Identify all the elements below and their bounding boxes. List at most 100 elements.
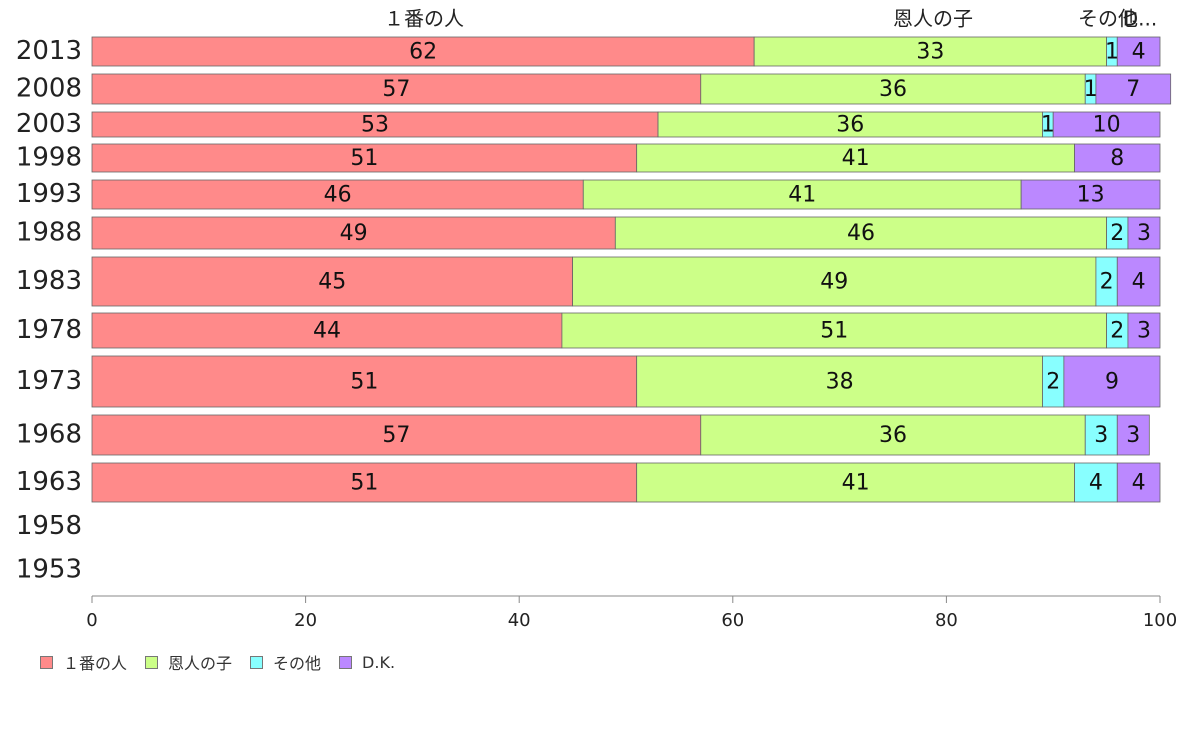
- category-label: 1963: [16, 467, 82, 497]
- data-label: 41: [788, 183, 816, 208]
- bar-segment: [1116, 256, 1161, 307]
- data-label: 33: [916, 40, 944, 65]
- bar-segment: [91, 216, 616, 250]
- category-label: 1983: [16, 266, 82, 296]
- x-tick-label: 60: [721, 610, 744, 631]
- data-label: 4: [1089, 471, 1103, 496]
- data-label: 2: [1100, 270, 1114, 295]
- bar-segment: [1116, 36, 1161, 67]
- bar-segment: [91, 355, 638, 408]
- data-label: 3: [1126, 423, 1140, 448]
- data-label: 7: [1126, 77, 1140, 102]
- legend-item-2: 恩人の子: [145, 650, 232, 674]
- data-label: 4: [1132, 270, 1146, 295]
- bar-segment: [700, 73, 1086, 105]
- bar-segment: [1084, 414, 1118, 456]
- top-series-label: D...: [1123, 7, 1157, 31]
- bar-segment: [91, 462, 638, 503]
- bar-segment: [753, 36, 1107, 67]
- bar-segment: [91, 256, 574, 307]
- data-label: 57: [382, 77, 410, 102]
- data-label: 51: [820, 319, 848, 344]
- data-label: 3: [1137, 319, 1151, 344]
- data-label: 1: [1041, 113, 1055, 138]
- data-label: 51: [350, 471, 378, 496]
- legend-item-1: １番の人: [40, 650, 127, 674]
- data-label: 41: [842, 146, 870, 171]
- data-label: 46: [847, 221, 875, 246]
- bar-segment: [572, 256, 1097, 307]
- data-label: 1: [1084, 77, 1098, 102]
- legend-label-3: その他: [273, 654, 322, 673]
- bar-segment: [561, 312, 1107, 349]
- legend-item-3: その他: [250, 650, 321, 674]
- data-label: 36: [879, 77, 907, 102]
- data-label: 51: [350, 146, 378, 171]
- data-label: 49: [820, 270, 848, 295]
- category-label: 1968: [16, 420, 82, 450]
- data-label: 2: [1110, 221, 1124, 246]
- data-label: 4: [1132, 40, 1146, 65]
- bar-segment: [91, 111, 659, 138]
- data-label: 2: [1046, 370, 1060, 395]
- data-label: 36: [879, 423, 907, 448]
- data-label: 44: [313, 319, 341, 344]
- bar-segment: [1074, 143, 1161, 173]
- bar-segment: [1020, 179, 1161, 210]
- data-label: 51: [350, 370, 378, 395]
- bar-segment: [657, 111, 1043, 138]
- category-label: 1998: [16, 143, 82, 173]
- data-label: 8: [1110, 146, 1124, 171]
- bar-segment: [91, 179, 584, 210]
- x-tick-label: 40: [508, 610, 531, 631]
- category-label: 1993: [16, 179, 82, 209]
- category-label: 1973: [16, 366, 82, 396]
- data-label: 4: [1132, 471, 1146, 496]
- bar-segment: [636, 462, 1075, 503]
- legend-item-4: D.K.: [339, 653, 395, 672]
- bar-segment: [636, 143, 1075, 173]
- data-label: 9: [1105, 370, 1119, 395]
- top-series-label: その他: [1078, 7, 1138, 31]
- data-label: 45: [318, 270, 346, 295]
- category-label: 2013: [16, 36, 82, 66]
- bar-segment: [1063, 355, 1161, 408]
- bar-segment: [1127, 216, 1161, 250]
- bar-segment: [1052, 111, 1161, 138]
- data-label: 2: [1110, 319, 1124, 344]
- bar-segment: [91, 414, 702, 456]
- data-label: 10: [1093, 113, 1121, 138]
- data-label: 38: [826, 370, 854, 395]
- legend-label-2: 恩人の子: [168, 654, 233, 673]
- top-series-label: 恩人の子: [893, 7, 973, 31]
- bar-segment: [1095, 73, 1172, 105]
- bar-segment: [582, 179, 1022, 210]
- data-label: 3: [1137, 221, 1151, 246]
- bar-segment: [636, 355, 1043, 408]
- legend-swatch-1: [40, 655, 53, 669]
- category-label: 1978: [16, 315, 82, 345]
- legend-label-4: D.K.: [362, 652, 396, 672]
- bar-segment: [1074, 462, 1118, 503]
- bar-segment: [1127, 312, 1161, 349]
- data-label: 57: [382, 423, 410, 448]
- category-label: 1958: [16, 511, 82, 541]
- x-tick-label: 0: [86, 610, 97, 631]
- bar-segment: [700, 414, 1086, 456]
- data-label: 62: [409, 40, 437, 65]
- category-label: 2003: [16, 109, 82, 139]
- x-tick-label: 20: [294, 610, 317, 631]
- data-label: 41: [842, 471, 870, 496]
- category-label: 2008: [16, 74, 82, 104]
- x-tick-label: 80: [935, 610, 958, 631]
- legend: １番の人 恩人の子 その他 D.K.: [40, 650, 413, 674]
- data-label: 3: [1094, 423, 1108, 448]
- bar-segment: [614, 216, 1108, 250]
- category-label: 1988: [16, 218, 82, 248]
- data-label: 49: [340, 221, 368, 246]
- top-series-label: １番の人: [384, 7, 464, 31]
- bar-segment: [1116, 414, 1150, 456]
- legend-swatch-4: [339, 655, 353, 669]
- data-label: 53: [361, 113, 389, 138]
